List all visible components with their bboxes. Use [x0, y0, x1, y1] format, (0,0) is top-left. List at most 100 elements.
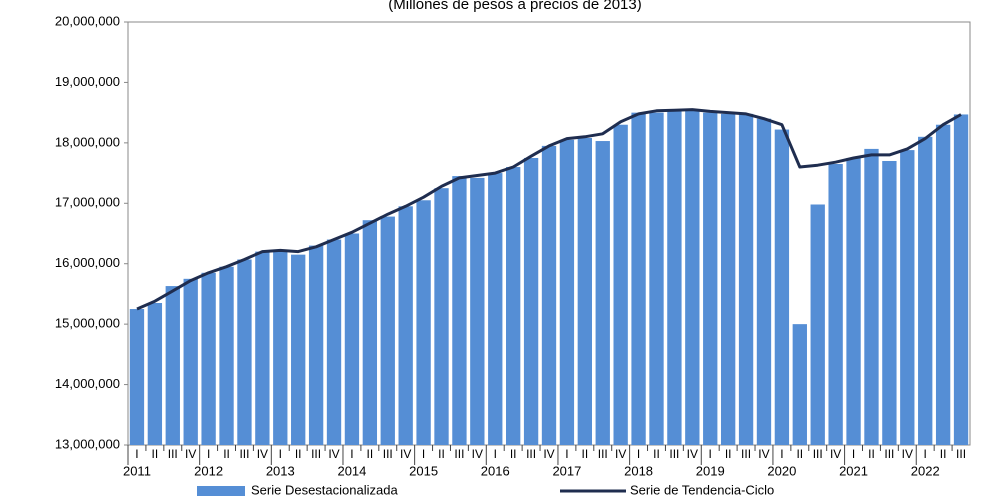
- bar: [165, 286, 180, 445]
- bar: [506, 167, 521, 445]
- x-tick-label: III: [598, 447, 608, 461]
- x-tick-label: IV: [902, 447, 913, 461]
- bar: [219, 266, 234, 445]
- bar: [792, 324, 807, 445]
- bar: [147, 302, 163, 445]
- bar: [255, 251, 270, 445]
- bar: [882, 160, 897, 445]
- x-tick-label: IV: [257, 447, 268, 461]
- year-label: 2022: [911, 463, 940, 478]
- bar: [470, 177, 485, 446]
- x-tick-label: IV: [472, 447, 483, 461]
- bar: [380, 216, 395, 445]
- bar: [201, 272, 216, 445]
- x-tick-label: I: [494, 447, 497, 461]
- year-label: 2019: [696, 463, 725, 478]
- x-tick-label: II: [152, 447, 159, 461]
- bar: [291, 254, 306, 445]
- bar: [398, 206, 413, 445]
- x-tick-label: IV: [400, 447, 411, 461]
- bar: [273, 251, 288, 445]
- x-tick-label: III: [526, 447, 536, 461]
- x-tick-label: III: [383, 447, 393, 461]
- x-tick-label: III: [813, 447, 823, 461]
- bar: [953, 114, 969, 445]
- bar: [774, 129, 790, 445]
- x-tick-label: III: [454, 447, 464, 461]
- bar: [344, 233, 360, 445]
- x-tick-label: III: [884, 447, 894, 461]
- y-tick-label: 18,000,000: [55, 134, 120, 149]
- chart-title: (Millones de pesos a precios de 2013): [388, 0, 641, 13]
- legend-label: Serie de Tendencia-Ciclo: [630, 482, 774, 497]
- x-tick-label: IV: [615, 447, 626, 461]
- x-tick-label: III: [311, 447, 321, 461]
- x-tick-label: II: [653, 447, 660, 461]
- year-label: 2011: [123, 463, 151, 478]
- bar: [649, 112, 664, 446]
- bar: [918, 136, 933, 446]
- x-tick-label: II: [725, 447, 732, 461]
- bar: [667, 111, 682, 445]
- bar: [416, 200, 431, 445]
- x-tick-label: III: [239, 447, 249, 461]
- x-tick-label: I: [924, 447, 927, 461]
- bar: [523, 157, 539, 445]
- bar: [935, 124, 951, 445]
- bar: [703, 112, 718, 446]
- x-tick-label: I: [709, 447, 712, 461]
- legend-label: Serie Desestacionalizada: [251, 482, 398, 497]
- x-tick-label: I: [637, 447, 640, 461]
- bar: [900, 150, 915, 445]
- x-tick-label: II: [796, 447, 803, 461]
- x-tick-label: I: [207, 447, 210, 461]
- trend-line: [136, 108, 962, 311]
- year-label: 2012: [194, 463, 223, 478]
- bar: [559, 139, 575, 446]
- bar: [685, 110, 700, 445]
- x-tick-label: I: [135, 447, 138, 461]
- x-tick-label: II: [510, 447, 517, 461]
- bar: [326, 239, 342, 445]
- bar: [720, 113, 736, 445]
- x-tick-label: IV: [830, 447, 841, 461]
- bar: [846, 157, 861, 445]
- year-label: 2018: [624, 463, 653, 478]
- legend-swatch: [197, 486, 245, 496]
- bar: [613, 124, 628, 445]
- bar: [183, 278, 198, 445]
- bar: [541, 145, 557, 445]
- x-tick-label: I: [565, 447, 568, 461]
- year-label: 2013: [266, 463, 295, 478]
- year-label: 2016: [481, 463, 510, 478]
- x-tick-label: III: [956, 447, 966, 461]
- x-tick-label: II: [223, 447, 230, 461]
- x-tick-label: I: [852, 447, 855, 461]
- bar: [631, 112, 646, 446]
- bar: [308, 245, 324, 445]
- year-label: 2017: [552, 463, 581, 478]
- y-tick-label: 16,000,000: [55, 255, 120, 270]
- x-tick-label: I: [422, 447, 425, 461]
- x-tick-label: IV: [543, 447, 554, 461]
- bar: [488, 173, 503, 446]
- x-tick-label: III: [741, 447, 751, 461]
- bar: [129, 309, 145, 445]
- year-label: 2015: [409, 463, 438, 478]
- x-tick-label: IV: [328, 447, 339, 461]
- bar: [756, 118, 772, 445]
- bar: [434, 188, 449, 445]
- y-tick-label: 13,000,000: [55, 436, 120, 451]
- x-tick-label: IV: [758, 447, 769, 461]
- bar: [577, 138, 592, 445]
- x-tick-label: II: [581, 447, 588, 461]
- x-tick-label: II: [367, 447, 374, 461]
- x-tick-label: I: [780, 447, 783, 461]
- x-tick-label: II: [438, 447, 445, 461]
- x-tick-label: II: [868, 447, 875, 461]
- bar: [595, 141, 610, 445]
- x-tick-label: IV: [687, 447, 698, 461]
- year-label: 2014: [337, 463, 366, 478]
- y-tick-label: 15,000,000: [55, 316, 120, 331]
